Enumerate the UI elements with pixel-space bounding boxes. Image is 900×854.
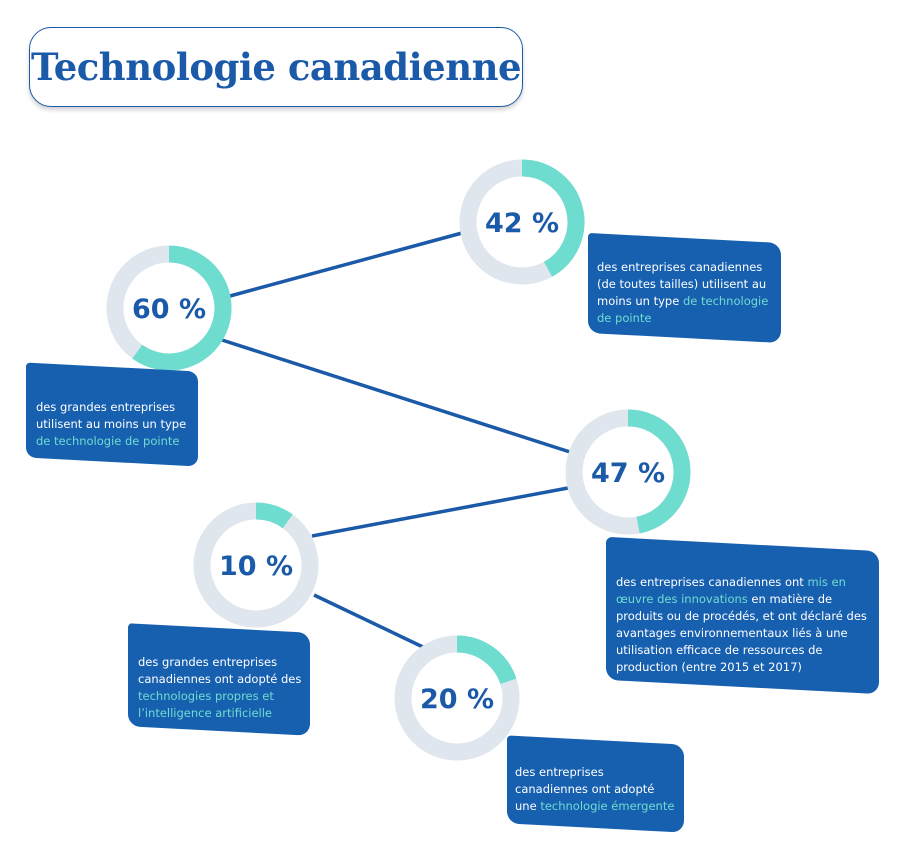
page-title: Technologie canadienne: [30, 45, 522, 89]
donut-label-60: 60 %: [132, 294, 206, 325]
donut-arc-42: [521, 159, 585, 277]
donut-arc-47: [627, 409, 691, 534]
donut-arc-10: [255, 502, 293, 529]
donut-label-10: 10 %: [219, 551, 293, 582]
connector-60-42: [229, 231, 463, 298]
callout-20: des entreprises canadiennes ont adopté u…: [507, 735, 684, 833]
donut-arc-60: [132, 245, 232, 371]
donut-label-42: 42 %: [485, 208, 559, 239]
callout-60-text: des grandes entreprises utilisent au moi…: [36, 400, 187, 432]
callout-42: des entreprises canadiennes (de toutes t…: [588, 232, 781, 344]
callout-10-highlight: technologies propres et l’intelligence a…: [138, 689, 274, 721]
donut-20: 20 %: [394, 635, 520, 761]
callout-20-highlight: technologie émergente: [540, 799, 675, 814]
donut-10: 10 %: [193, 502, 319, 628]
donut-label-47: 47 %: [591, 458, 665, 489]
callout-10-text: des grandes entreprises canadiennes ont …: [138, 655, 302, 687]
connector-60-47: [221, 338, 571, 454]
connector-47-10: [311, 486, 569, 538]
callout-60: des grandes entreprises utilisent au moi…: [26, 362, 198, 467]
callout-47-text: des entreprises canadiennes ont: [616, 575, 808, 590]
title-box: Technologie canadienne: [29, 27, 523, 107]
connector-10-20: [313, 593, 426, 650]
donut-47: 47 %: [565, 409, 691, 535]
donut-60: 60 %: [106, 245, 232, 371]
donut-42: 42 %: [459, 159, 585, 285]
donut-label-20: 20 %: [420, 684, 494, 715]
callout-10: des grandes entreprises canadiennes ont …: [128, 623, 310, 736]
callout-60-highlight: de technologie de pointe: [36, 434, 180, 449]
donut-arc-20: [456, 635, 517, 685]
connector-lines: [221, 231, 571, 650]
callout-47: des entreprises canadiennes ont mis en œ…: [606, 536, 879, 695]
